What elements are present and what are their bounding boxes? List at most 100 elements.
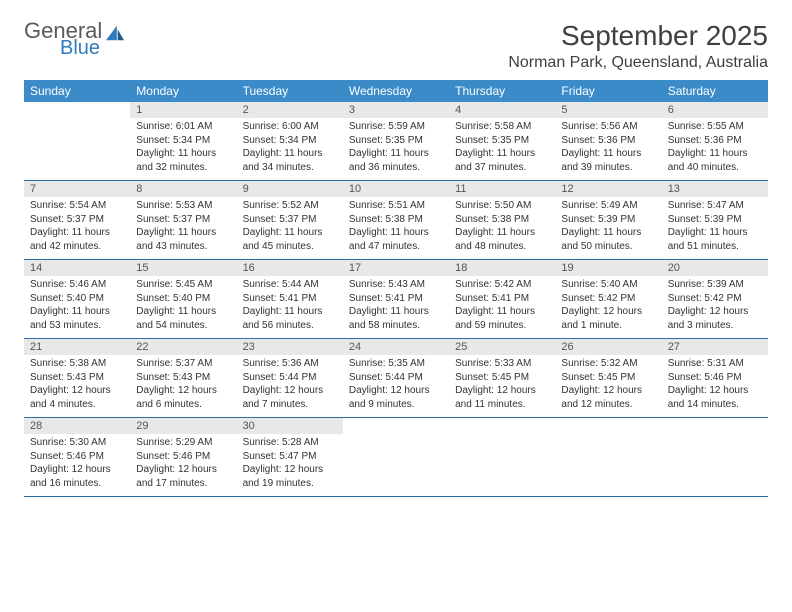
week-row: 14Sunrise: 5:46 AMSunset: 5:40 PMDayligh… (24, 260, 768, 339)
sunrise-text: Sunrise: 5:43 AM (349, 278, 443, 292)
day-body: Sunrise: 5:51 AMSunset: 5:38 PMDaylight:… (343, 197, 449, 257)
day-body: Sunrise: 5:30 AMSunset: 5:46 PMDaylight:… (24, 434, 130, 494)
sunset-text: Sunset: 5:35 PM (455, 134, 549, 148)
day-number: 11 (449, 181, 555, 197)
day-body: Sunrise: 5:49 AMSunset: 5:39 PMDaylight:… (555, 197, 661, 257)
day-body: Sunrise: 5:56 AMSunset: 5:36 PMDaylight:… (555, 118, 661, 178)
sunset-text: Sunset: 5:46 PM (136, 450, 230, 464)
week-row: 21Sunrise: 5:38 AMSunset: 5:43 PMDayligh… (24, 339, 768, 418)
day-body: Sunrise: 5:33 AMSunset: 5:45 PMDaylight:… (449, 355, 555, 415)
day-body: Sunrise: 5:44 AMSunset: 5:41 PMDaylight:… (237, 276, 343, 336)
sunrise-text: Sunrise: 5:53 AM (136, 199, 230, 213)
daylight-text: Daylight: 12 hours and 12 minutes. (561, 384, 655, 411)
day-number: 5 (555, 102, 661, 118)
day-cell: 4Sunrise: 5:58 AMSunset: 5:35 PMDaylight… (449, 102, 555, 180)
day-cell: 11Sunrise: 5:50 AMSunset: 5:38 PMDayligh… (449, 181, 555, 259)
daylight-text: Daylight: 12 hours and 17 minutes. (136, 463, 230, 490)
sunrise-text: Sunrise: 5:45 AM (136, 278, 230, 292)
day-number: 26 (555, 339, 661, 355)
sunset-text: Sunset: 5:39 PM (561, 213, 655, 227)
sunrise-text: Sunrise: 5:42 AM (455, 278, 549, 292)
day-number: 10 (343, 181, 449, 197)
day-cell: 30Sunrise: 5:28 AMSunset: 5:47 PMDayligh… (237, 418, 343, 496)
day-cell: 28Sunrise: 5:30 AMSunset: 5:46 PMDayligh… (24, 418, 130, 496)
daylight-text: Daylight: 11 hours and 40 minutes. (668, 147, 762, 174)
day-number: 9 (237, 181, 343, 197)
sunset-text: Sunset: 5:40 PM (136, 292, 230, 306)
day-number: 15 (130, 260, 236, 276)
daylight-text: Daylight: 12 hours and 11 minutes. (455, 384, 549, 411)
day-body: Sunrise: 5:54 AMSunset: 5:37 PMDaylight:… (24, 197, 130, 257)
day-body: Sunrise: 5:40 AMSunset: 5:42 PMDaylight:… (555, 276, 661, 336)
daylight-text: Daylight: 11 hours and 34 minutes. (243, 147, 337, 174)
daylight-text: Daylight: 11 hours and 45 minutes. (243, 226, 337, 253)
day-number: 16 (237, 260, 343, 276)
daylight-text: Daylight: 11 hours and 59 minutes. (455, 305, 549, 332)
day-body: Sunrise: 5:29 AMSunset: 5:46 PMDaylight:… (130, 434, 236, 494)
day-number: 28 (24, 418, 130, 434)
sunset-text: Sunset: 5:41 PM (455, 292, 549, 306)
day-cell (555, 418, 661, 496)
day-number: 1 (130, 102, 236, 118)
day-cell: 19Sunrise: 5:40 AMSunset: 5:42 PMDayligh… (555, 260, 661, 338)
day-cell: 7Sunrise: 5:54 AMSunset: 5:37 PMDaylight… (24, 181, 130, 259)
day-cell: 3Sunrise: 5:59 AMSunset: 5:35 PMDaylight… (343, 102, 449, 180)
day-body: Sunrise: 5:32 AMSunset: 5:45 PMDaylight:… (555, 355, 661, 415)
day-number: 19 (555, 260, 661, 276)
day-number (343, 418, 449, 422)
sunset-text: Sunset: 5:40 PM (30, 292, 124, 306)
day-header: Sunday (24, 80, 130, 102)
day-header: Friday (555, 80, 661, 102)
sunrise-text: Sunrise: 5:46 AM (30, 278, 124, 292)
sunrise-text: Sunrise: 5:33 AM (455, 357, 549, 371)
day-number: 6 (662, 102, 768, 118)
day-body: Sunrise: 6:00 AMSunset: 5:34 PMDaylight:… (237, 118, 343, 178)
day-number: 22 (130, 339, 236, 355)
sunset-text: Sunset: 5:41 PM (243, 292, 337, 306)
sunrise-text: Sunrise: 5:58 AM (455, 120, 549, 134)
day-cell: 25Sunrise: 5:33 AMSunset: 5:45 PMDayligh… (449, 339, 555, 417)
sunset-text: Sunset: 5:45 PM (561, 371, 655, 385)
day-cell: 22Sunrise: 5:37 AMSunset: 5:43 PMDayligh… (130, 339, 236, 417)
sunrise-text: Sunrise: 5:37 AM (136, 357, 230, 371)
day-number (662, 418, 768, 422)
day-cell: 12Sunrise: 5:49 AMSunset: 5:39 PMDayligh… (555, 181, 661, 259)
sunset-text: Sunset: 5:37 PM (136, 213, 230, 227)
day-cell (449, 418, 555, 496)
day-body: Sunrise: 5:59 AMSunset: 5:35 PMDaylight:… (343, 118, 449, 178)
sunrise-text: Sunrise: 5:44 AM (243, 278, 337, 292)
sunset-text: Sunset: 5:38 PM (455, 213, 549, 227)
sunset-text: Sunset: 5:37 PM (243, 213, 337, 227)
sunset-text: Sunset: 5:34 PM (243, 134, 337, 148)
day-body: Sunrise: 5:28 AMSunset: 5:47 PMDaylight:… (237, 434, 343, 494)
day-cell: 21Sunrise: 5:38 AMSunset: 5:43 PMDayligh… (24, 339, 130, 417)
day-number: 14 (24, 260, 130, 276)
day-body: Sunrise: 6:01 AMSunset: 5:34 PMDaylight:… (130, 118, 236, 178)
day-cell (662, 418, 768, 496)
day-header: Tuesday (237, 80, 343, 102)
day-number: 8 (130, 181, 236, 197)
daylight-text: Daylight: 11 hours and 47 minutes. (349, 226, 443, 253)
sunset-text: Sunset: 5:39 PM (668, 213, 762, 227)
day-number: 23 (237, 339, 343, 355)
day-body: Sunrise: 5:55 AMSunset: 5:36 PMDaylight:… (662, 118, 768, 178)
day-number (24, 102, 130, 106)
day-number: 24 (343, 339, 449, 355)
sunrise-text: Sunrise: 5:52 AM (243, 199, 337, 213)
sunrise-text: Sunrise: 5:28 AM (243, 436, 337, 450)
location: Norman Park, Queensland, Australia (508, 54, 768, 72)
daylight-text: Daylight: 11 hours and 54 minutes. (136, 305, 230, 332)
sunrise-text: Sunrise: 5:59 AM (349, 120, 443, 134)
sunrise-text: Sunrise: 5:35 AM (349, 357, 443, 371)
daylight-text: Daylight: 11 hours and 50 minutes. (561, 226, 655, 253)
day-number: 4 (449, 102, 555, 118)
day-cell: 13Sunrise: 5:47 AMSunset: 5:39 PMDayligh… (662, 181, 768, 259)
sunset-text: Sunset: 5:34 PM (136, 134, 230, 148)
day-body: Sunrise: 5:38 AMSunset: 5:43 PMDaylight:… (24, 355, 130, 415)
week-row: 28Sunrise: 5:30 AMSunset: 5:46 PMDayligh… (24, 418, 768, 497)
day-body: Sunrise: 5:39 AMSunset: 5:42 PMDaylight:… (662, 276, 768, 336)
sunrise-text: Sunrise: 5:49 AM (561, 199, 655, 213)
day-number: 30 (237, 418, 343, 434)
day-cell: 18Sunrise: 5:42 AMSunset: 5:41 PMDayligh… (449, 260, 555, 338)
day-number: 2 (237, 102, 343, 118)
